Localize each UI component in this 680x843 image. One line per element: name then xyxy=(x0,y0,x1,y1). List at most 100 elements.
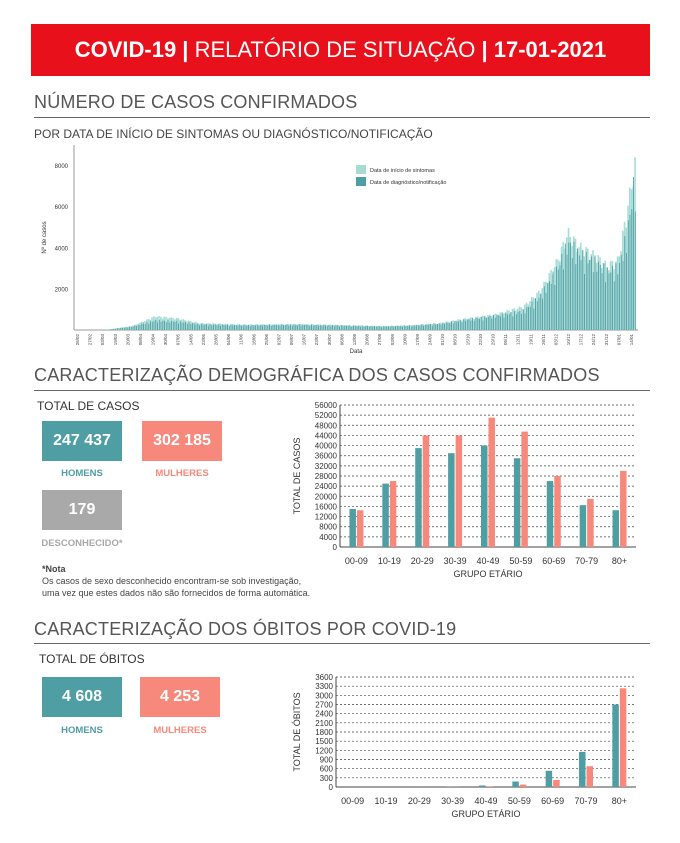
x-tick-label: 08/04 xyxy=(138,334,143,346)
diagnosis-bar xyxy=(388,326,389,330)
diagnosis-bar xyxy=(629,214,631,330)
diagnosis-bar xyxy=(127,327,129,330)
diagnosis-bar xyxy=(214,324,216,330)
diagnosis-bar xyxy=(403,325,405,330)
x-tick-label: 80+ xyxy=(612,796,627,806)
bar-women xyxy=(422,435,430,547)
x-tick-label: 70-79 xyxy=(574,796,597,806)
x-tick-label: 11/06 xyxy=(239,334,244,345)
diagnosis-bar xyxy=(164,320,165,330)
diagnosis-bar xyxy=(274,325,276,330)
banner-report: RELATÓRIO DE SITUAÇÃO xyxy=(188,37,482,62)
diagnosis-bar xyxy=(185,322,186,330)
diagnosis-bar xyxy=(472,318,473,330)
diagnosis-bar xyxy=(290,324,291,330)
diagnosis-bar xyxy=(172,321,174,330)
diagnosis-bar xyxy=(190,324,192,330)
legend-swatch-diagnosis xyxy=(356,177,366,186)
x-tick-label: 19/04 xyxy=(151,334,156,346)
diagnosis-bar xyxy=(550,283,552,330)
diagnosis-bar xyxy=(568,242,570,330)
section-subtitle: POR DATA DE INÍCIO DE SINTOMAS OU DIAGNÓ… xyxy=(34,127,433,141)
diagnosis-bar xyxy=(181,322,183,330)
y-axis-label: Nº de casos xyxy=(41,221,48,253)
bar-women xyxy=(389,481,397,547)
banner-date: | 17-01-2021 xyxy=(481,37,607,62)
bar-men xyxy=(546,481,554,547)
diagnosis-bar xyxy=(115,328,116,330)
x-tick-label: 26/02 xyxy=(75,334,80,346)
diagnosis-bar xyxy=(461,322,463,330)
diagnosis-bar xyxy=(459,320,461,330)
x-tick-label: 19/11 xyxy=(528,334,533,345)
diagnosis-bar xyxy=(304,325,305,330)
diagnosis-bar xyxy=(428,324,430,330)
diagnosis-bar xyxy=(458,321,459,330)
diagnosis-bar xyxy=(515,314,517,330)
bar-women xyxy=(587,498,594,547)
diagnosis-bar xyxy=(123,327,125,330)
diagnosis-bar xyxy=(430,323,431,330)
diagnosis-bar xyxy=(627,220,629,330)
diagnosis-bar xyxy=(260,324,262,330)
diagnosis-bar xyxy=(255,325,256,330)
diagnosis-bar xyxy=(524,313,526,330)
diagnosis-bar xyxy=(577,248,578,330)
diagnosis-bar xyxy=(235,324,237,330)
diagnosis-bar xyxy=(452,323,454,330)
x-tick-label: 10/09 xyxy=(402,334,407,346)
diagnosis-bar xyxy=(347,326,349,330)
x-tick-label: 14/01 xyxy=(629,334,634,346)
diagnosis-bar xyxy=(211,325,213,330)
y-tick-label: 48000 xyxy=(315,421,338,430)
diagnosis-bar xyxy=(487,316,489,330)
diagnosis-bar xyxy=(176,320,178,330)
diagnosis-bar xyxy=(239,324,241,330)
diagnosis-bar xyxy=(433,323,435,330)
y-tick-label: 6000 xyxy=(55,205,69,211)
y-axis-label: TOTAL DE ÓBITOS xyxy=(292,692,302,771)
diagnosis-bar xyxy=(206,324,207,330)
x-tick-label: 40-49 xyxy=(476,556,499,566)
diagnosis-bar xyxy=(407,325,409,330)
bar-men xyxy=(382,483,389,547)
diagnosis-bar xyxy=(606,267,608,330)
diagnosis-bar xyxy=(529,306,531,330)
diagnosis-bar xyxy=(146,322,148,330)
diagnosis-bar xyxy=(358,325,360,330)
x-tick-label: 20/03 xyxy=(125,334,130,346)
diagnosis-bar xyxy=(267,325,269,330)
x-tick-label: 30-39 xyxy=(441,796,464,806)
diagnosis-bar xyxy=(531,301,533,330)
diagnosis-bar xyxy=(286,324,288,330)
diagnosis-bar xyxy=(498,315,500,330)
diagnosis-bar xyxy=(594,255,596,330)
diagnosis-bar xyxy=(335,325,337,330)
x-tick-label: 80+ xyxy=(612,556,627,566)
bar-women xyxy=(554,476,561,547)
y-tick-label: 32000 xyxy=(315,462,338,471)
x-tick-label: 03/12 xyxy=(553,334,558,346)
diagnosis-bar xyxy=(596,271,598,330)
diagnosis-bar xyxy=(447,322,449,330)
diagnosis-bar xyxy=(232,325,234,330)
x-tick-label: 17/09 xyxy=(415,334,420,346)
diagnosis-bar xyxy=(510,312,512,330)
diagnosis-bar xyxy=(598,261,599,330)
diagnosis-bar xyxy=(442,322,444,330)
men-label: HOMENS xyxy=(61,468,103,479)
diagnosis-bar xyxy=(319,324,321,330)
section-title-deaths: CARACTERIZAÇÃO DOS ÓBITOS POR COVID-19 xyxy=(34,619,457,639)
diagnosis-bar xyxy=(148,323,150,330)
women-cases-box: 302 185 xyxy=(142,421,222,461)
diagnosis-bar xyxy=(137,324,139,330)
diagnosis-bar xyxy=(491,318,493,330)
diagnosis-bar xyxy=(316,324,318,330)
diagnosis-bar xyxy=(437,324,438,330)
diagnosis-bar xyxy=(241,325,242,330)
legend-swatch-onset xyxy=(356,165,366,174)
y-tick-label: 4000 xyxy=(55,246,69,252)
x-tick-label: 01/10 xyxy=(440,334,445,346)
diagnosis-bar xyxy=(501,313,503,330)
diagnosis-bar xyxy=(288,325,290,330)
